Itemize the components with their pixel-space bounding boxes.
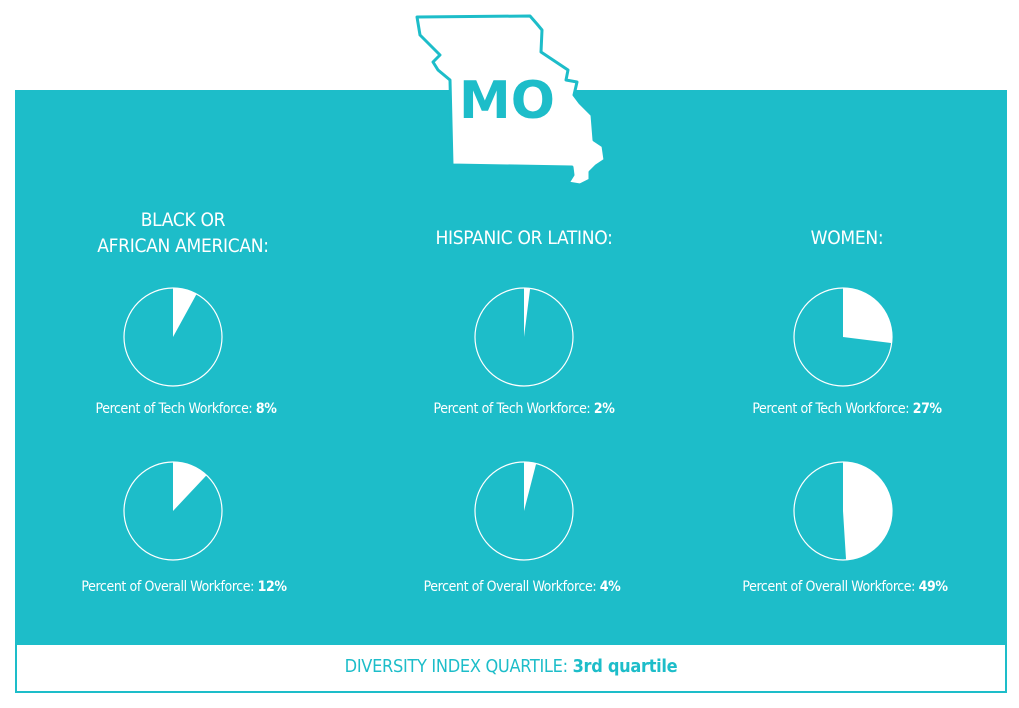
overall-label-hispanic: Percent of Overall Workforce: 4% [423, 579, 621, 595]
missouri-state-icon: MO [415, 14, 607, 187]
pie-slice-women-tech [843, 288, 892, 344]
group-title-hispanic: HISPANIC OR LATINO: [435, 227, 613, 249]
pie-slice-hispanic-overall [524, 462, 537, 511]
overall-label-women: Percent of Overall Workforce: 49% [742, 579, 948, 595]
group-title-black: BLACK OR AFRICAN AMERICAN: [97, 209, 269, 257]
diversity-index-footer: DIVERSITY INDEX QUARTILE: 3rd quartile [15, 645, 1007, 693]
tech-label-women: Percent of Tech Workforce: 27% [752, 401, 942, 417]
pie-slice-black-tech [173, 288, 197, 337]
infographic-panel [15, 90, 1007, 646]
tech-label-hispanic: Percent of Tech Workforce: 2% [433, 401, 615, 417]
pie-slice-women-overall [843, 462, 893, 560]
pie-slice-black-overall [173, 462, 207, 511]
pie-slice-hispanic-tech [524, 288, 531, 337]
group-title-women: WOMEN: [810, 227, 884, 249]
overall-label-black: Percent of Overall Workforce: 12% [81, 579, 287, 595]
tech-label-black: Percent of Tech Workforce: 8% [95, 401, 277, 417]
state-abbr: MO [459, 71, 555, 131]
